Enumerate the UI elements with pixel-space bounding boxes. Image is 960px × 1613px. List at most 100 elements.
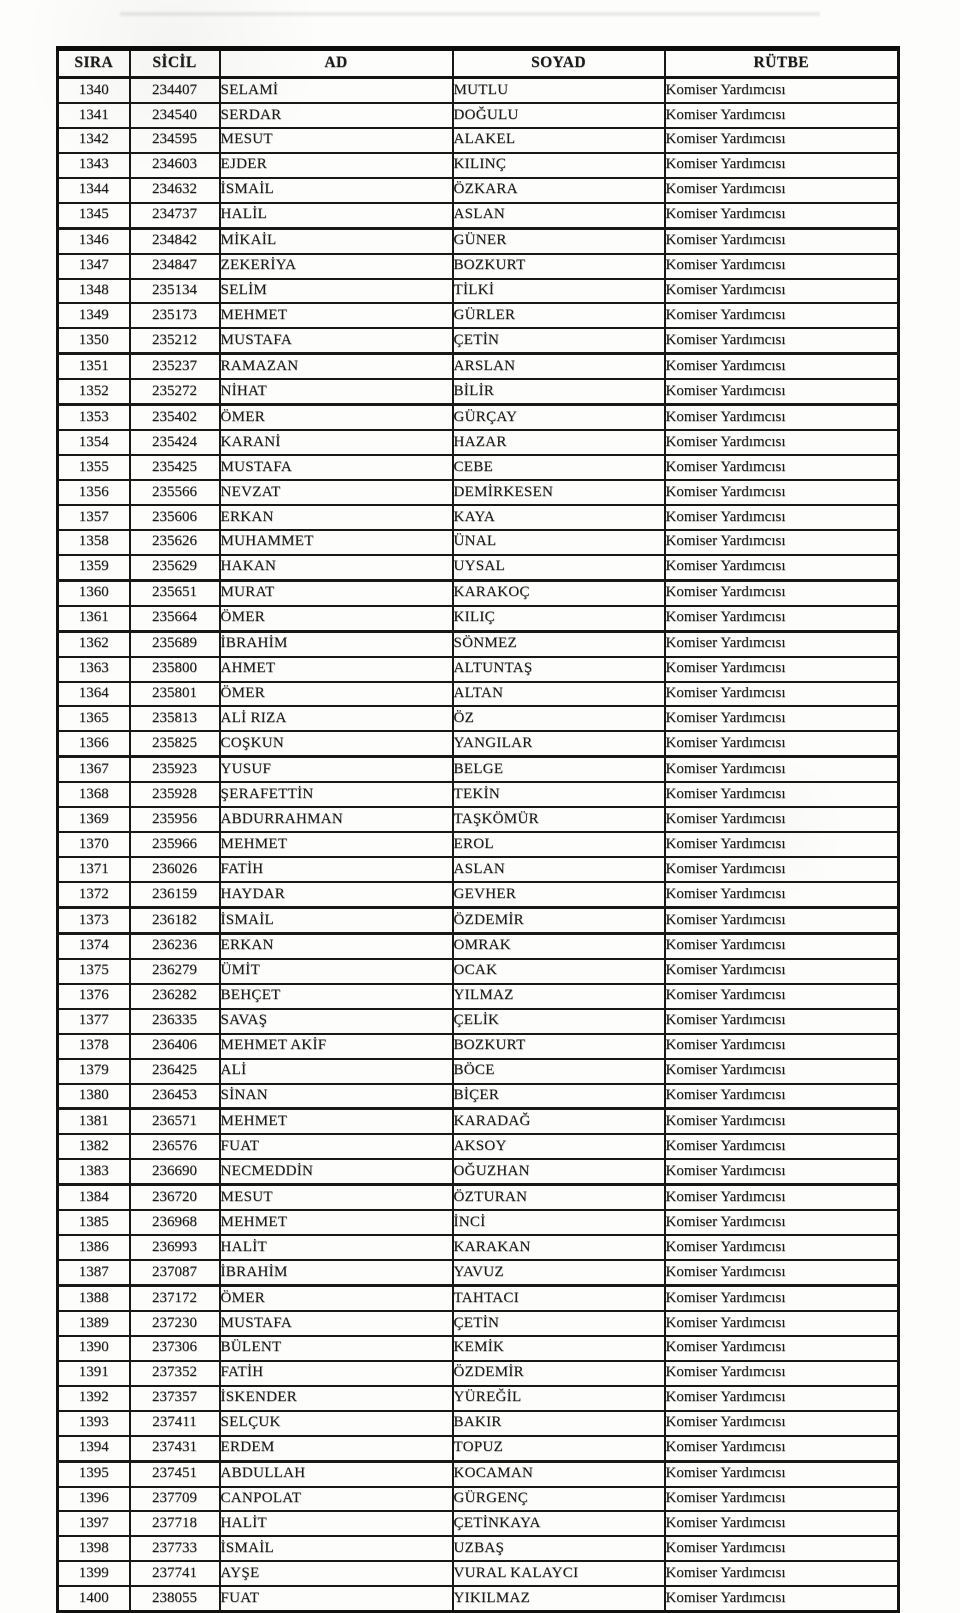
cell-soyad: OCAK [451,957,666,985]
table-row: 1387 237087 İBRAHİM YAVUZ Komiser Yardım… [56,1259,900,1287]
cell-soyad: BİÇER [451,1082,666,1110]
column-header-ad: AD [218,46,454,79]
cell-ad: ÜMİT [218,957,454,985]
cell-rutbe: Komiser Yardımcısı [663,705,900,733]
cell-soyad: CEBE [451,454,666,481]
cell-rutbe: Komiser Yardımcısı [663,655,900,683]
table-row: 1371 236026 FATİH ASLAN Komiser Yardımcı… [56,856,900,883]
cell-ad: ZEKERİYA [218,252,454,280]
cell-rutbe: Komiser Yardımcısı [663,1459,900,1488]
cell-sira: 1399 [56,1560,131,1588]
cell-ad: ÖMER [218,680,454,708]
cell-soyad: KILIÇ [451,604,666,633]
cell-rutbe: Komiser Yardımcısı [663,1560,900,1588]
cell-sicil: 235212 [128,327,221,356]
cell-ad: SELÇUK [218,1409,454,1437]
table-header: SIRA SİCİL AD SOYAD RÜTBE [56,46,900,79]
cell-sicil: 236720 [128,1183,221,1212]
cell-rutbe: Komiser Yardımcısı [663,982,900,1010]
cell-sira: 1390 [56,1334,131,1362]
cell-sira: 1386 [56,1234,131,1262]
cell-ad: MUHAMMET [218,528,454,556]
table-row: 1366 235825 COŞKUN YANGILAR Komiser Yard… [56,730,900,758]
cell-rutbe: Komiser Yardımcısı [663,277,900,305]
cell-ad: HAKAN [218,553,454,582]
table-row: 1395 237451 ABDULLAH KOCAMAN Komiser Yar… [56,1459,900,1488]
cell-rutbe: Komiser Yardımcısı [663,252,900,280]
cell-rutbe: Komiser Yardımcısı [663,1032,900,1060]
cell-soyad: ÜNAL [451,528,666,556]
table-row: 1389 237230 MUSTAFA ÇETİN Komiser Yardım… [56,1309,900,1337]
cell-rutbe: Komiser Yardımcısı [663,1283,900,1312]
cell-ad: HALİL [218,201,454,230]
cell-sicil: 235173 [128,302,221,330]
cell-rutbe: Komiser Yardımcısı [663,226,900,255]
cell-soyad: İNCİ [451,1209,666,1237]
table-row: 1354 235424 KARANİ HAZAR Komiser Yardımc… [56,429,900,457]
cell-sicil: 234632 [128,176,221,204]
cell-soyad: YILMAZ [451,982,666,1010]
cell-ad: İBRAHİM [218,1259,454,1287]
cell-rutbe: Komiser Yardımcısı [663,1209,900,1237]
cell-sira: 1392 [56,1384,131,1412]
table-row: 1362 235689 İBRAHİM SÖNMEZ Komiser Yardı… [56,630,900,658]
cell-ad: MESUT [218,126,454,154]
cell-sira: 1340 [56,76,131,104]
table-row: 1357 235606 ERKAN KAYA Komiser Yardımcıs… [56,503,900,531]
cell-ad: MEHMET [218,831,454,859]
cell-sira: 1353 [56,403,131,432]
cell-sira: 1365 [56,705,131,733]
cell-sicil: 236159 [128,880,221,909]
cell-sicil: 237709 [128,1485,221,1513]
cell-ad: SELİM [218,277,454,305]
cell-sicil: 235272 [128,378,221,406]
cell-sira: 1384 [56,1183,131,1212]
cell-sira: 1379 [56,1057,131,1085]
cell-rutbe: Komiser Yardımcısı [663,403,900,432]
cell-rutbe: Komiser Yardımcısı [663,931,900,960]
cell-sicil: 235689 [128,630,221,658]
table-row: 1397 237718 HALİT ÇETİNKAYA Komiser Yard… [56,1510,900,1538]
cell-sicil: 237718 [128,1510,221,1538]
cell-sira: 1400 [56,1585,131,1613]
cell-ad: ERKAN [218,931,454,960]
cell-sicil: 236182 [128,906,221,935]
cell-sicil: 235664 [128,604,221,633]
cell-soyad: OĞUZHAN [451,1158,666,1187]
cell-ad: MİKAİL [218,226,454,255]
cell-ad: ABDULLAH [218,1459,454,1488]
cell-sicil: 236026 [128,856,221,883]
cell-soyad: ASLAN [451,856,666,883]
cell-sira: 1395 [56,1459,131,1488]
cell-ad: ABDURRAHMAN [218,806,454,834]
column-header-sira: SIRA [56,46,131,79]
cell-rutbe: Komiser Yardımcısı [663,1409,900,1437]
table-row: 1374 236236 ERKAN OMRAK Komiser Yardımcı… [56,931,900,960]
cell-ad: HALİT [218,1234,454,1262]
cell-soyad: DEMİRKESEN [451,479,666,506]
table-row: 1379 236425 ALİ BÖCE Komiser Yardımcısı [56,1057,900,1085]
cell-ad: MESUT [218,1183,454,1212]
cell-sira: 1362 [56,630,131,658]
cell-sira: 1343 [56,151,131,179]
table-row: 1352 235272 NİHAT BİLİR Komiser Yardımcı… [56,378,900,406]
cell-sira: 1394 [56,1434,131,1463]
cell-ad: ALİ [218,1057,454,1085]
cell-sicil: 237352 [128,1359,221,1387]
cell-soyad: HAZAR [451,429,666,457]
table-row: 1365 235813 ALİ RIZA ÖZ Komiser Yardımcı… [56,705,900,733]
cell-rutbe: Komiser Yardımcısı [663,327,900,356]
cell-soyad: ALTUNTAŞ [451,655,666,683]
cell-sira: 1351 [56,352,131,381]
cell-soyad: VURAL KALAYCI [451,1560,666,1588]
cell-sira: 1348 [56,277,131,305]
cell-sira: 1383 [56,1158,131,1187]
cell-sicil: 235606 [128,503,221,531]
cell-soyad: ALTAN [451,680,666,708]
cell-sicil: 236453 [128,1082,221,1110]
cell-rutbe: Komiser Yardımcısı [663,76,900,104]
cell-sicil: 234603 [128,151,221,179]
cell-ad: İBRAHİM [218,630,454,658]
cell-sicil: 235923 [128,755,221,784]
cell-soyad: ALAKEL [451,126,666,154]
